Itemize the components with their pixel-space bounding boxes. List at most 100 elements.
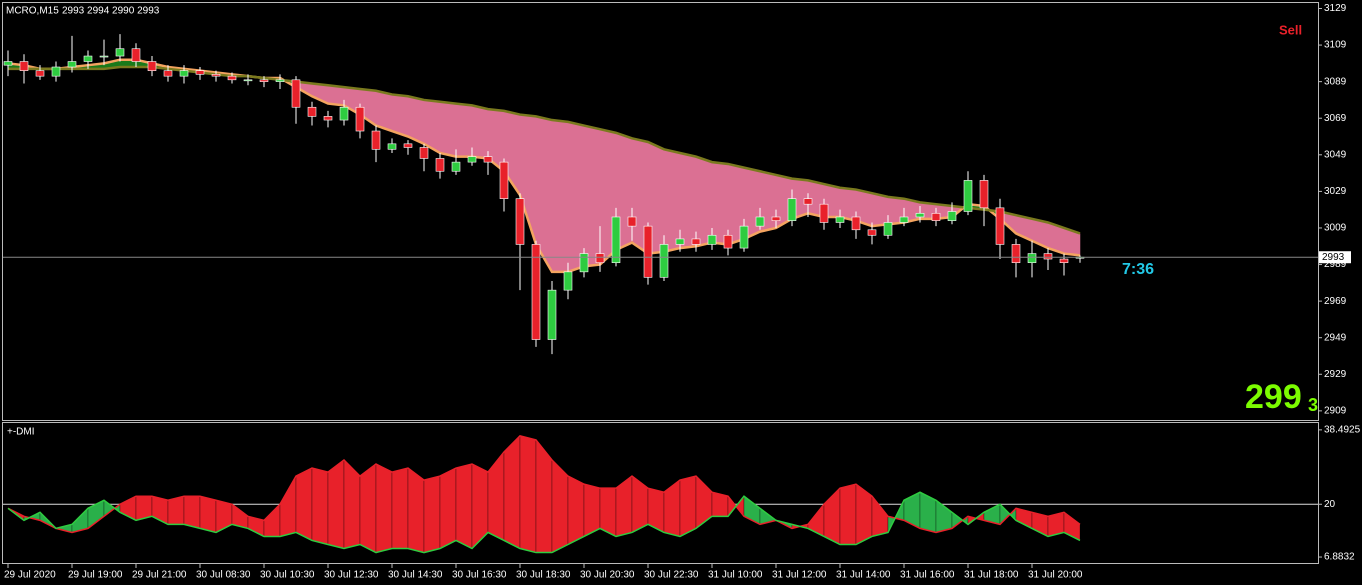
y-tick-label: 38.4925 [1324, 425, 1361, 436]
y-tick-label: 3069 [1324, 113, 1347, 124]
dmi-fill [183, 496, 201, 529]
dmi-fill [359, 463, 377, 553]
x-tick-label: 31 Jul 18:00 [964, 570, 1019, 581]
candle-body [291, 79, 301, 108]
candle-body [851, 216, 861, 231]
cloud-segment [327, 85, 345, 106]
candle-body [531, 244, 541, 340]
candle-body [1027, 253, 1037, 264]
y-tick-label: 3089 [1324, 76, 1347, 87]
candle-body [803, 198, 813, 205]
candle-body [307, 106, 317, 117]
candle-body [163, 70, 173, 77]
dmi-fill [439, 467, 457, 549]
candle-body [355, 106, 365, 132]
candle-body [547, 289, 557, 340]
x-tick-label: 30 Jul 20:30 [580, 570, 635, 581]
cloud-segment [871, 192, 889, 227]
y-tick-label: 3109 [1324, 40, 1347, 51]
candle-body [115, 48, 125, 57]
dmi-panel-frame [2, 422, 1319, 564]
indicator-title: +-DMI [7, 427, 35, 438]
dmi-fill [295, 467, 313, 541]
candle-body [131, 48, 141, 62]
candle-body [403, 143, 413, 148]
y-tick-label: 2969 [1324, 296, 1347, 307]
candle-body [755, 216, 765, 227]
cloud-segment [551, 119, 569, 273]
candle-body [691, 238, 701, 245]
candle-body [995, 207, 1005, 245]
candle-body [483, 156, 493, 163]
candle-body [1059, 258, 1069, 264]
candle-body [979, 180, 989, 209]
cloud-segment [455, 103, 473, 157]
dmi-fill [391, 467, 409, 549]
x-tick-label: 30 Jul 16:30 [452, 570, 507, 581]
chart-title: MCRO,M15 [6, 6, 59, 17]
x-tick-label: 30 Jul 12:30 [324, 570, 379, 581]
cloud-segment [695, 156, 713, 247]
last-price-box [1319, 251, 1351, 264]
cloud-segment [439, 101, 457, 157]
dmi-fill [519, 435, 537, 553]
dmi-fill [583, 483, 601, 537]
candle-body [451, 161, 461, 172]
dmi-fill [567, 475, 585, 545]
candle-body [211, 74, 221, 77]
candle-body [707, 234, 717, 245]
plot: 3129 3109 3089 3069 3049 3029 3009 2989 2969 2949… [3, 3, 1361, 581]
y-tick-label: 3029 [1324, 186, 1347, 197]
x-tick-label: 29 Jul 21:00 [132, 570, 187, 581]
candle-body [435, 158, 445, 172]
candle-body [67, 61, 77, 68]
candle-body [723, 234, 733, 249]
last-price-label: 2993 [1322, 252, 1345, 263]
candle-body [627, 216, 637, 227]
candle-body [1043, 253, 1053, 260]
x-tick-label: 31 Jul 10:00 [708, 570, 763, 581]
dmi-fill [423, 475, 441, 553]
dmi-fill [199, 496, 217, 533]
candle-body [563, 271, 573, 291]
cloud-segment [679, 152, 697, 249]
candle-body [1011, 244, 1021, 264]
candle-body [419, 147, 429, 159]
dmi-fill [503, 435, 521, 549]
candle-body [179, 70, 189, 77]
cloud-segment [663, 149, 681, 253]
y-tick-label: 20 [1324, 499, 1336, 510]
dmi-fill [311, 467, 329, 545]
candle-body [371, 130, 381, 150]
candle-body [3, 61, 13, 66]
candle-body [227, 75, 237, 81]
candle-body [19, 61, 29, 71]
candle-body [35, 70, 45, 77]
dmi-fill [327, 459, 345, 549]
bar-timer: 7:36 [1122, 261, 1154, 278]
x-tick-label: 31 Jul 12:00 [772, 570, 827, 581]
candle-body [387, 143, 397, 150]
candle-body [323, 116, 333, 121]
ohlc-info: 2993 2994 2990 2993 [62, 6, 160, 17]
candle-body [643, 225, 653, 278]
big-price: 299 [1245, 378, 1302, 416]
candle-body [915, 213, 925, 218]
candle-body [595, 253, 605, 264]
candle-body [259, 79, 269, 82]
candle-body [883, 222, 893, 236]
candle-body [339, 106, 349, 121]
candle-body [771, 216, 781, 221]
dmi-fill [375, 463, 393, 553]
cloud-segment [711, 161, 729, 245]
cloud-segment [583, 125, 601, 267]
candle-body [835, 216, 845, 223]
y-tick-label: 2949 [1324, 332, 1347, 343]
cloud-segment [391, 94, 409, 137]
dmi-line [7, 491, 1081, 554]
candle-body [499, 161, 509, 199]
candle-body [899, 216, 909, 223]
x-tick-label: 30 Jul 10:30 [260, 570, 315, 581]
x-tick-label: 30 Jul 08:30 [196, 570, 251, 581]
big-price-small: 3 [1308, 395, 1318, 415]
